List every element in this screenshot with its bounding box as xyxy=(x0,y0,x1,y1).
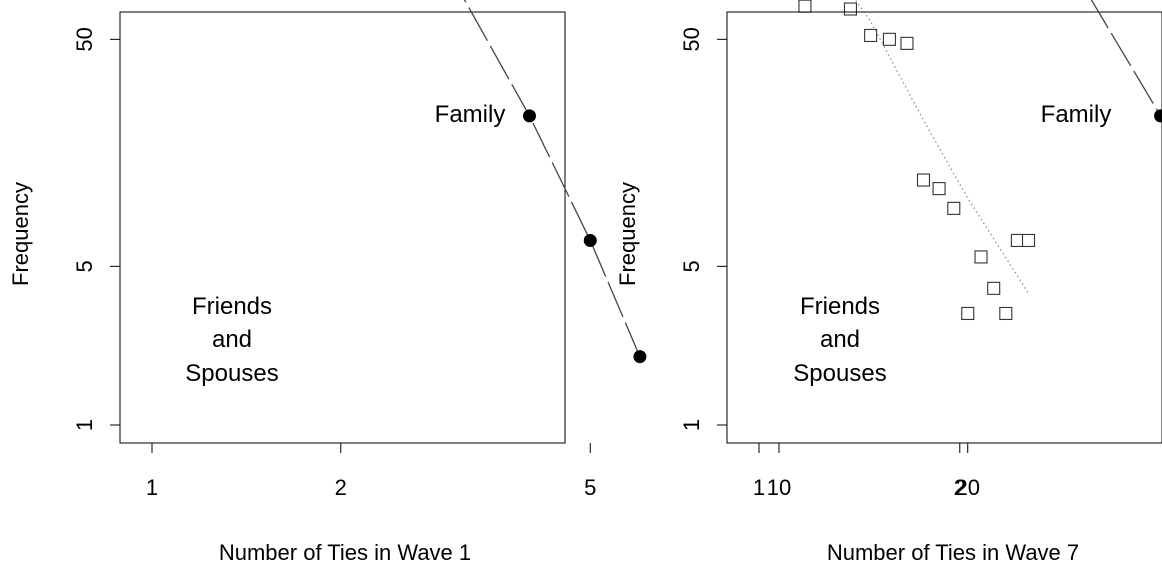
family-point xyxy=(916,173,931,187)
friends-annotation-line: and xyxy=(212,326,252,353)
family-point xyxy=(882,32,896,46)
family-point xyxy=(999,306,1013,321)
friends-point xyxy=(633,350,647,364)
family-point xyxy=(900,36,914,50)
family-point xyxy=(974,250,988,264)
family-point xyxy=(1021,233,1036,248)
friends-line xyxy=(463,0,641,357)
friends-point xyxy=(583,233,597,247)
family-point xyxy=(843,2,857,16)
family-point xyxy=(798,0,812,13)
family-point xyxy=(1010,233,1024,248)
x-tick-label: 2 xyxy=(954,475,966,500)
y-axis-label: Frequency xyxy=(8,182,33,286)
y-tick-label: 1 xyxy=(72,419,97,431)
family-fit-line xyxy=(759,0,1162,307)
friends-point xyxy=(1154,109,1162,123)
plot-frame xyxy=(726,11,1162,444)
friends-annotation-line: Friends xyxy=(800,293,880,320)
friends-annotation-line: Friends xyxy=(192,293,272,320)
family-annotation: Family xyxy=(435,101,506,128)
y-axis-label: Frequency xyxy=(615,182,640,286)
y-tick-label: 50 xyxy=(72,27,97,51)
family-point xyxy=(987,281,1001,295)
x-axis-label: Number of Ties in Wave 7 xyxy=(827,540,1079,565)
y-tick-label: 5 xyxy=(72,260,97,272)
family-point xyxy=(961,306,975,321)
family-point xyxy=(947,201,961,215)
family-fit-line xyxy=(854,0,1030,294)
family-point xyxy=(864,28,878,43)
x-axis-label: Number of Ties in Wave 1 xyxy=(219,540,471,565)
y-tick-label: 1 xyxy=(679,419,704,431)
friends-annotation-line: Spouses xyxy=(185,360,278,387)
x-tick-label: 2 xyxy=(335,475,347,500)
chart-panel-1: 15505001251020FrequencyNumber of Ties in… xyxy=(8,0,1036,565)
y-tick-label: 50 xyxy=(679,27,704,51)
x-tick-label: 20 xyxy=(956,475,980,500)
plot-frame xyxy=(119,11,566,444)
chart-panel-2: 15505001251020FrequencyNumber of Ties in… xyxy=(615,0,1162,565)
x-tick-label: 1 xyxy=(753,475,765,500)
x-tick-label: 10 xyxy=(767,475,791,500)
family-annotation: Family xyxy=(1041,101,1112,128)
friends-line xyxy=(1090,0,1162,121)
y-tick-label: 5 xyxy=(679,260,704,272)
friends-annotation-line: Spouses xyxy=(793,360,886,387)
x-tick-label: 1 xyxy=(146,475,158,500)
friends-annotation-line: and xyxy=(820,326,860,353)
x-tick-label: 5 xyxy=(584,475,596,500)
friends-point xyxy=(522,109,536,123)
family-point xyxy=(932,182,946,196)
